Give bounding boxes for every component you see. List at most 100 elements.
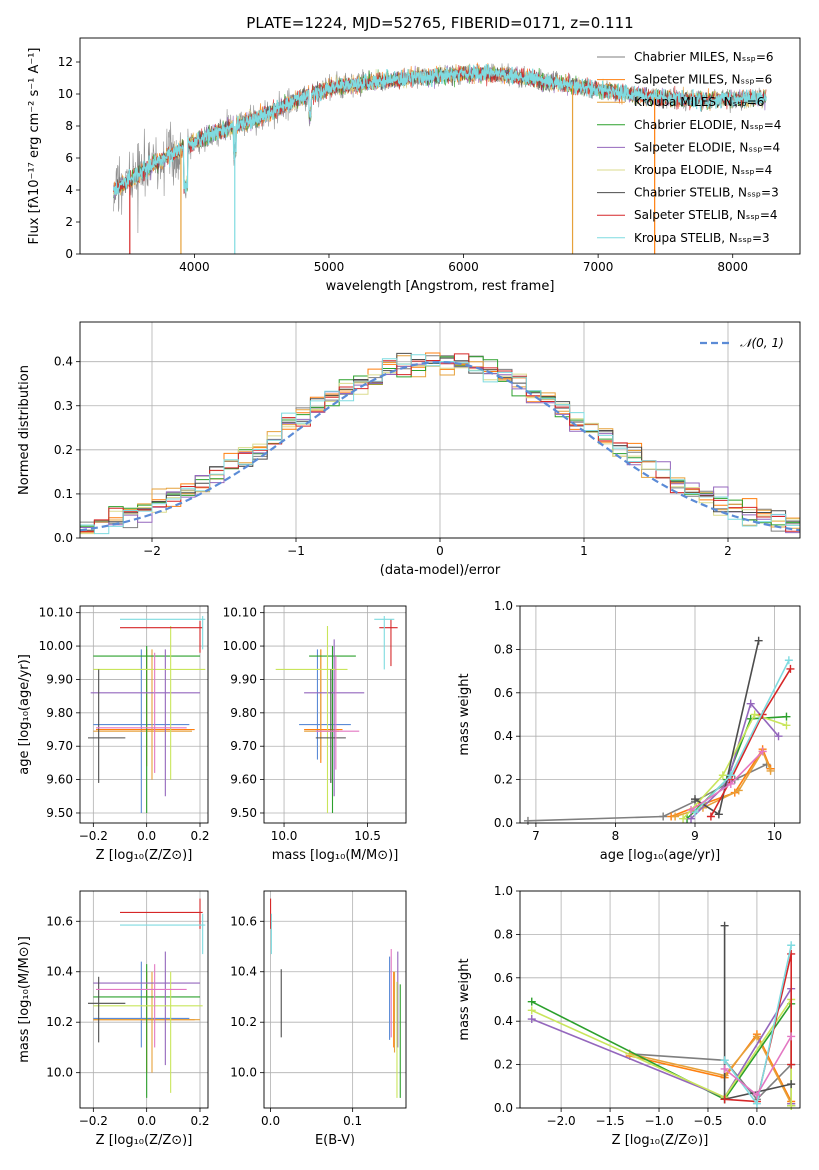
weight-marker: [720, 921, 729, 930]
x-tick-label: 4000: [179, 260, 210, 274]
weight-marker: [726, 771, 735, 780]
y-tick-label: 0.2: [494, 1058, 513, 1072]
x-tick-label: −0.2: [79, 829, 108, 843]
weight-marker: [734, 786, 743, 795]
weight-marker: [671, 812, 680, 821]
y-tick-label: 10.0: [46, 1066, 73, 1080]
y-tick-label: 0.1: [54, 487, 73, 501]
y-tick-label: 9.70: [230, 739, 257, 753]
y-tick-label: 10.6: [46, 914, 73, 928]
y-axis-label: mass weight: [457, 673, 472, 755]
y-tick-label: 9.70: [46, 739, 73, 753]
errorbar-point-8: [120, 913, 206, 955]
y-tick-label: 0.6: [494, 686, 513, 700]
y-tick-label: 9.80: [46, 706, 73, 720]
weight-line-4: [531, 985, 792, 1104]
legend-label: Salpeter STELIB, Nₛₛₚ=4: [634, 208, 778, 222]
x-axis-label: wavelength [Angstrom, rest frame]: [326, 279, 555, 294]
errorbar-point-3: [93, 646, 200, 813]
panel-spectrum: 4000 5000 6000 7000 8000 0 2 4 6 8 10 12 wavelength …: [27, 37, 801, 294]
weight-marker: [527, 997, 536, 1006]
y-tick-label: 10.2: [230, 1015, 257, 1029]
panel-residuals: −2 −1 0 1 2 0.0 0.1 0.2 0.3 0.4 (data-model)/error…: [17, 321, 801, 578]
figure-title: PLATE=1224, MJD=52765, FIBERID=0171, z=0…: [246, 14, 633, 32]
y-tick-label: 9.60: [46, 773, 73, 787]
y-tick-label: 0.0: [54, 531, 73, 545]
x-tick-label: 7: [532, 829, 540, 843]
weight-line-3: [531, 1000, 792, 1106]
errorbar-point-1: [96, 649, 195, 767]
x-tick-label: −0.5: [693, 1114, 722, 1128]
y-tick-label: 0: [65, 247, 73, 261]
x-tick-label: 10.5: [354, 829, 381, 843]
y-tick-label: 6: [65, 151, 73, 165]
errorbar-point-5: [275, 626, 348, 813]
errorbar-point-4: [304, 639, 365, 797]
y-tick-label: 10.2: [46, 1015, 73, 1029]
weight-marker: [746, 699, 755, 708]
legend-label: 𝒩(0, 1): [740, 336, 784, 350]
y-tick-label: 0.6: [494, 971, 513, 985]
plot-area-age_vs_Z: [88, 616, 206, 813]
legend-label: Kroupa STELIB, Nₛₛₚ=3: [634, 231, 770, 245]
errorbar-point-6: [315, 669, 346, 783]
x-axis-label: age [log₁₀(age/yr)]: [600, 848, 721, 863]
legend: Chabrier MILES, Nₛₛₚ=6 Salpeter MILES, Nₛ…: [597, 50, 781, 245]
axes-frame: [519, 890, 801, 1109]
weight-marker: [752, 1099, 761, 1108]
errorbar-point-7: [120, 898, 203, 929]
weight-marker: [752, 1032, 761, 1041]
x-tick-label: −1.5: [595, 1114, 624, 1128]
y-tick-label: 4: [65, 183, 73, 197]
y-axis-label: Normed distribution: [17, 365, 32, 495]
weight-line-0: [629, 1053, 792, 1101]
histogram-step-2: [80, 355, 800, 534]
x-tick-label: 8: [612, 829, 620, 843]
legend-label: Chabrier MILES, Nₛₛₚ=6: [634, 50, 774, 64]
errorbar-point-8: [120, 616, 206, 650]
panel-age_vs_mass: 10.0 10.5 9.50 9.60 9.70 9.80 9.90 10.00 10.10 ma…: [223, 605, 407, 863]
y-tick-label: 10.4: [230, 965, 257, 979]
panel-mass_weight_vs_age: 7 8 9 10 0.0 0.2 0.4 0.6 0.8 1.0 age [log₁₀(age/yr…: [457, 599, 801, 863]
x-axis-label: (data-model)/error: [380, 563, 501, 578]
weight-marker: [706, 812, 715, 821]
weight-marker: [527, 1006, 536, 1015]
y-tick-label: 9.50: [230, 806, 257, 820]
y-tick-label: 9.80: [230, 706, 257, 720]
weight-marker: [523, 816, 532, 825]
legend-label: Salpeter ELODIE, Nₛₛₚ=4: [634, 140, 780, 154]
y-tick-label: 10.10: [39, 606, 73, 620]
plot-area-age_vs_mass: [275, 616, 398, 813]
y-tick-label: 10.10: [223, 606, 257, 620]
x-tick-label: 6000: [448, 260, 479, 274]
x-tick-label: −0.2: [79, 1114, 108, 1128]
axes-frame: [79, 321, 801, 539]
axes-frame: [263, 605, 407, 824]
y-axis-label: mass [log₁₀(M/M⊙)]: [17, 936, 32, 1063]
plot-area-mass_weight_vs_age: [523, 636, 795, 825]
errorbar-point-5: [93, 971, 203, 1093]
y-tick-label: 9.90: [230, 672, 257, 686]
errorbar-point-0: [299, 649, 351, 760]
y-axis-label: Flux [fλ10⁻¹⁷ erg cm⁻² s⁻¹ A⁻¹]: [27, 48, 42, 245]
weight-marker: [718, 771, 727, 780]
x-tick-label: −2.0: [547, 1114, 576, 1128]
legend-label: Kroupa MILES, Nₛₛₚ=6: [634, 95, 764, 109]
legend-label: Salpeter MILES, Nₛₛₚ=6: [634, 73, 772, 87]
x-tick-label: 0.1: [343, 1114, 362, 1128]
x-axis-label: E(B-V): [315, 1133, 355, 1148]
y-tick-label: 10.00: [39, 639, 73, 653]
x-tick-label: 5000: [314, 260, 345, 274]
x-tick-label: 0.0: [261, 1114, 280, 1128]
weight-marker: [782, 721, 791, 730]
x-axis-label: Z [log₁₀(Z/Z⊙)]: [96, 1133, 193, 1148]
panel-mass_vs_Z: −0.2 0.0 0.2 10.0 10.2 10.4 10.6 Z [log₁₀(Z/Z⊙)…: [17, 890, 210, 1148]
axes-frame: [79, 890, 209, 1109]
axes-frame: [79, 37, 801, 255]
weight-marker: [787, 1060, 796, 1069]
gaussian-curve: [79, 360, 801, 532]
x-tick-label: 8000: [717, 260, 748, 274]
y-tick-label: 0.2: [54, 443, 73, 457]
legend: 𝒩(0, 1): [700, 336, 784, 350]
weight-marker: [691, 795, 699, 804]
